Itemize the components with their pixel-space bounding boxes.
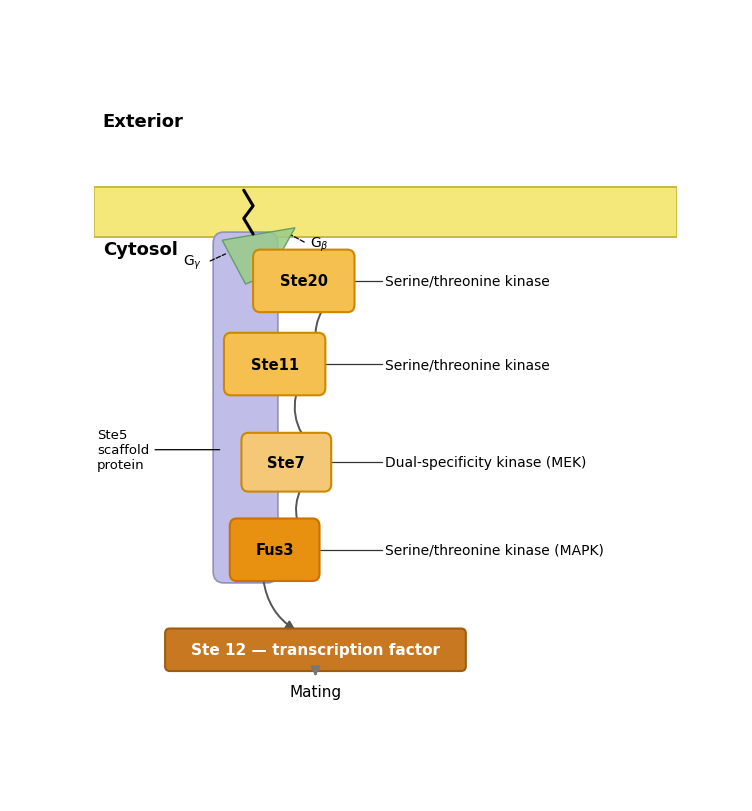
FancyBboxPatch shape [94, 188, 677, 238]
Text: Serine/threonine kinase: Serine/threonine kinase [386, 358, 550, 371]
FancyBboxPatch shape [253, 251, 354, 313]
Text: Ste11: Ste11 [250, 357, 299, 372]
Text: Mating: Mating [290, 684, 341, 699]
FancyBboxPatch shape [165, 629, 465, 672]
FancyBboxPatch shape [241, 433, 331, 492]
Text: G$_\beta$: G$_\beta$ [310, 235, 329, 253]
Text: Ste7: Ste7 [268, 455, 305, 470]
FancyBboxPatch shape [213, 233, 278, 583]
Text: Cytosol: Cytosol [103, 241, 177, 259]
Text: Serine/threonine kinase (MAPK): Serine/threonine kinase (MAPK) [386, 543, 605, 557]
Text: Ste20: Ste20 [280, 274, 328, 289]
Text: Fus3: Fus3 [256, 543, 294, 557]
Text: Ste 12 — transcription factor: Ste 12 — transcription factor [191, 642, 440, 658]
Polygon shape [223, 229, 295, 285]
FancyBboxPatch shape [224, 333, 326, 396]
Text: Ste5
scaffold
protein: Ste5 scaffold protein [97, 429, 150, 472]
Text: Dual-specificity kinase (MEK): Dual-specificity kinase (MEK) [386, 456, 587, 470]
FancyBboxPatch shape [230, 519, 320, 581]
Text: G$_\gamma$: G$_\gamma$ [183, 254, 202, 272]
Text: Serine/threonine kinase: Serine/threonine kinase [386, 275, 550, 289]
Text: Exterior: Exterior [103, 113, 183, 131]
